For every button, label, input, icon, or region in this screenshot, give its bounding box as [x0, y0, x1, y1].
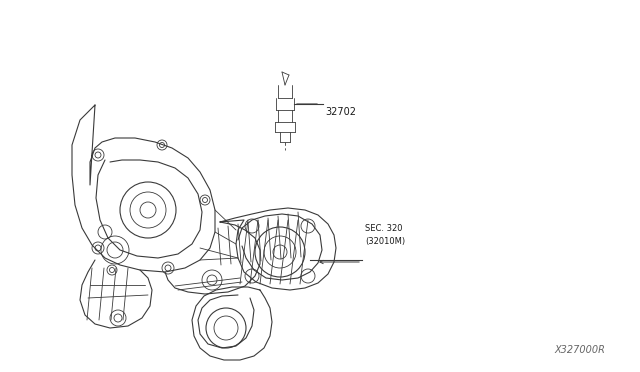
- Text: (32010M): (32010M): [365, 237, 405, 246]
- Text: SEC. 320: SEC. 320: [365, 224, 403, 233]
- Text: X327000R: X327000R: [554, 345, 605, 355]
- Text: 32702: 32702: [325, 107, 356, 117]
